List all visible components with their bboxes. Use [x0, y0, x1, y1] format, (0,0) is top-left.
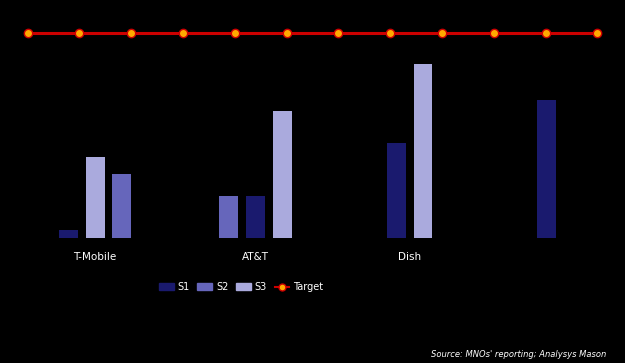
Text: Source: MNOs' reporting; Analysys Mason: Source: MNOs' reporting; Analysys Mason: [431, 350, 606, 359]
Text: AT&T: AT&T: [242, 252, 269, 262]
Bar: [59, 230, 78, 238]
Bar: [86, 158, 104, 238]
Bar: [273, 111, 292, 238]
Bar: [219, 196, 238, 238]
Bar: [246, 196, 265, 238]
Text: T-Mobile: T-Mobile: [74, 252, 117, 262]
Bar: [414, 64, 432, 238]
Legend: S1, S2, S3, Target: S1, S2, S3, Target: [155, 278, 327, 296]
Bar: [537, 100, 556, 238]
Text: Dish: Dish: [398, 252, 421, 262]
Bar: [387, 143, 406, 238]
Bar: [112, 175, 131, 238]
